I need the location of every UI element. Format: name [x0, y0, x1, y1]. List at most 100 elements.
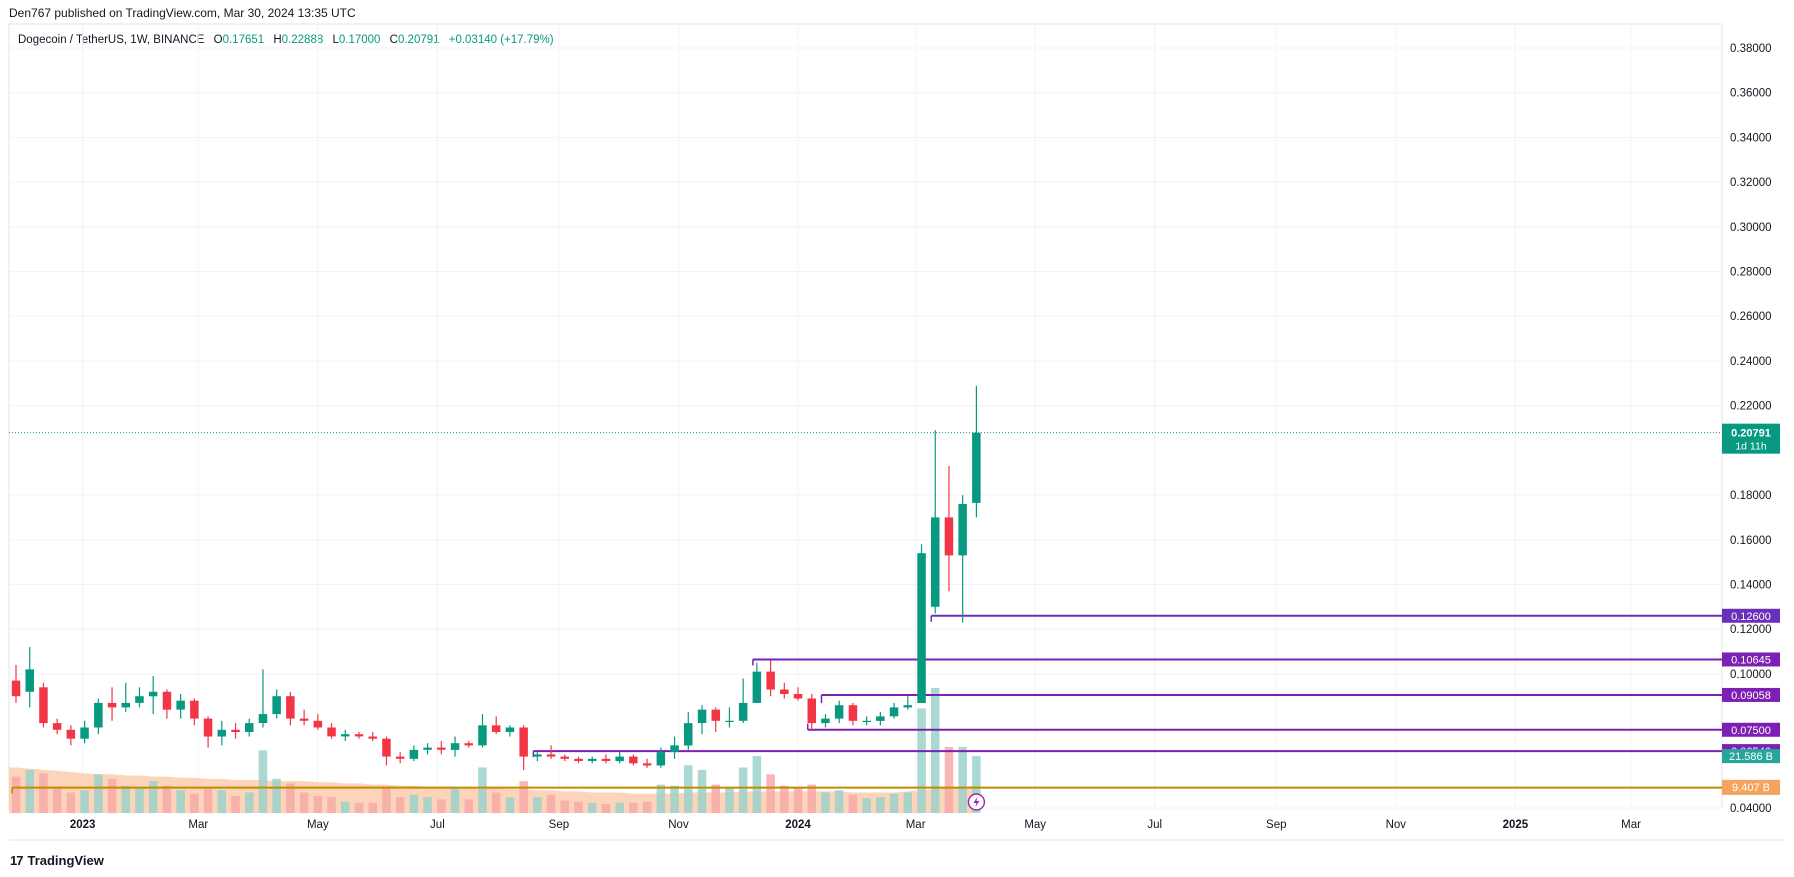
candle-body[interactable]: [972, 432, 981, 503]
candle-body[interactable]: [944, 517, 954, 556]
candle-body[interactable]: [162, 691, 172, 710]
candle-body[interactable]: [656, 752, 666, 766]
candle-body[interactable]: [889, 707, 899, 717]
candle-body[interactable]: [190, 700, 199, 719]
volume-bar: [299, 792, 309, 813]
candle-body[interactable]: [121, 702, 131, 708]
y-tick-label: 0.16000: [1730, 535, 1772, 547]
candle-body[interactable]: [738, 702, 748, 721]
candle-body[interactable]: [395, 756, 405, 759]
candle-body[interactable]: [629, 756, 638, 764]
volume-bar: [546, 794, 556, 813]
candle-body[interactable]: [272, 696, 281, 715]
candle-body[interactable]: [409, 749, 419, 759]
candle-body[interactable]: [423, 747, 432, 750]
volume-bar: [629, 802, 638, 813]
candle-body[interactable]: [903, 705, 913, 708]
candle-body[interactable]: [821, 718, 830, 724]
candle-body[interactable]: [80, 727, 89, 739]
candle-body[interactable]: [670, 745, 679, 753]
candle-body[interactable]: [217, 729, 227, 737]
candle-body[interactable]: [684, 723, 693, 746]
x-tick-label: Mar: [188, 819, 208, 831]
level-badge-bg: [1722, 722, 1780, 737]
candle-body[interactable]: [752, 671, 762, 703]
candle-body[interactable]: [52, 723, 62, 730]
candle-body[interactable]: [546, 754, 556, 757]
candle-body[interactable]: [931, 517, 940, 607]
volume-bar: [780, 785, 789, 813]
candle-body[interactable]: [862, 720, 871, 722]
volume-bar: [203, 788, 213, 813]
volume-bar: [11, 776, 21, 813]
tradingview-logo[interactable]: 17 TradingView: [10, 853, 104, 868]
candle-body[interactable]: [258, 714, 268, 723]
candle-body[interactable]: [437, 747, 446, 750]
candle-body[interactable]: [11, 680, 21, 697]
candle-body[interactable]: [231, 729, 240, 732]
candle-body[interactable]: [793, 694, 803, 699]
candle-body[interactable]: [876, 716, 885, 721]
candle-body[interactable]: [697, 709, 707, 723]
candle-body[interactable]: [505, 727, 515, 733]
candle-body[interactable]: [601, 758, 611, 761]
candle-body[interactable]: [327, 727, 336, 737]
candle-body[interactable]: [107, 702, 117, 708]
level-badge-bg: [1722, 608, 1780, 623]
candle-body[interactable]: [725, 720, 734, 722]
candle-body[interactable]: [94, 702, 103, 728]
candle-body[interactable]: [848, 705, 858, 721]
volume-bar: [135, 788, 144, 813]
volume-bar: [327, 797, 336, 813]
candle-body[interactable]: [368, 736, 378, 739]
candle-body[interactable]: [341, 734, 350, 737]
volume-bar: [272, 778, 281, 813]
candle-body[interactable]: [464, 743, 474, 746]
symbol-name[interactable]: Dogecoin / TetherUS, 1W, BINANCE: [18, 34, 205, 46]
candle-body[interactable]: [245, 723, 254, 732]
candle-body[interactable]: [533, 754, 542, 757]
candle-body[interactable]: [299, 718, 309, 721]
candle-body[interactable]: [642, 763, 652, 766]
candle-body[interactable]: [711, 709, 721, 721]
candle-body[interactable]: [958, 504, 967, 556]
candle-body[interactable]: [519, 727, 528, 757]
candle-body[interactable]: [807, 698, 817, 724]
candle-body[interactable]: [286, 696, 295, 719]
candle-body[interactable]: [176, 700, 185, 710]
candle-body[interactable]: [615, 756, 624, 762]
candle-body[interactable]: [917, 553, 926, 703]
low-label: L: [332, 34, 339, 46]
candle-body[interactable]: [766, 671, 775, 690]
candle-body[interactable]: [574, 758, 583, 761]
candle-body[interactable]: [66, 729, 76, 739]
volume-bar: [437, 799, 446, 813]
candle-body[interactable]: [780, 689, 789, 695]
candle-body[interactable]: [354, 734, 364, 737]
x-tick-label: Nov: [1386, 819, 1407, 831]
candle-body[interactable]: [135, 696, 144, 703]
y-tick-label: 0.30000: [1730, 222, 1772, 234]
candle-body[interactable]: [313, 720, 323, 728]
volume-bar: [834, 790, 844, 814]
candle-body[interactable]: [588, 758, 597, 761]
candle-body[interactable]: [560, 756, 570, 759]
high-value: 0.22888: [281, 34, 324, 46]
volume-bar: [341, 801, 350, 813]
y-tick-label: 0.14000: [1730, 579, 1772, 591]
candle-body[interactable]: [382, 738, 391, 757]
candle-body[interactable]: [25, 669, 35, 692]
volume-bar: [286, 783, 295, 813]
volume-bar: [958, 747, 967, 813]
candle-body[interactable]: [148, 691, 158, 697]
candle-body[interactable]: [478, 725, 487, 746]
published-info: Den767 published on TradingView.com, Mar…: [9, 6, 356, 20]
volume-bar: [80, 790, 89, 814]
candle-body[interactable]: [834, 705, 844, 719]
candle-body[interactable]: [39, 687, 48, 724]
candle-body[interactable]: [203, 718, 213, 737]
candle-body[interactable]: [491, 725, 501, 732]
volume-bar: [876, 797, 885, 813]
candle-body[interactable]: [450, 743, 460, 750]
